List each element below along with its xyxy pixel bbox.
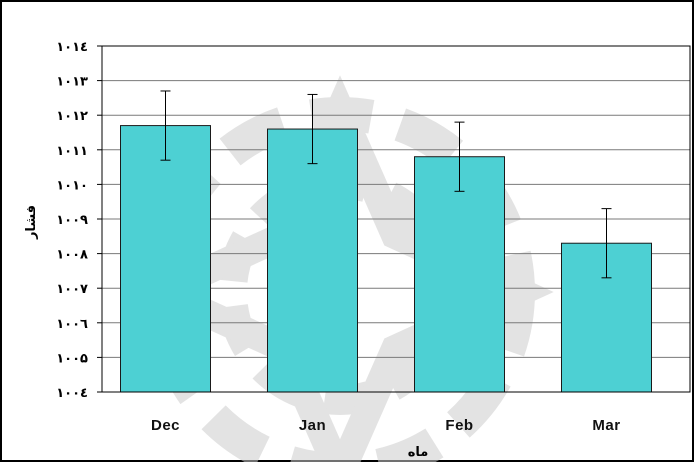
error-bar-mar	[601, 208, 612, 279]
error-bars	[160, 90, 612, 279]
y-tick-label: ۱۰۰۸	[56, 248, 88, 263]
x-tick-label: Feb	[445, 417, 473, 434]
y-tick-labels: ۱۰۰٤ ۱۰۰۵ ۱۰۰٦ ۱۰۰۷ ۱۰۰۸ ۱۰۰۹ ۱۰۱۰ ۱۰۱۱ ۱۰۱۲ ۱۰۱۳…	[56, 40, 102, 401]
y-axis-title: فشار	[24, 205, 39, 240]
x-tick-label: Jan	[299, 417, 326, 434]
y-tick-label: ۱۰۱۳	[56, 75, 88, 90]
y-tick-label: ۱۰۱۰	[56, 178, 88, 193]
bar-feb	[414, 156, 505, 393]
x-tick-label: Mar	[592, 417, 620, 434]
x-tick-label: Dec	[151, 417, 180, 434]
y-tick-label: ۱۰۱۲	[56, 109, 88, 124]
x-tick-labels: Dec Jan Feb Mar	[151, 417, 620, 434]
y-tick-label: ۱۰۰٤	[56, 386, 88, 401]
y-tick-label: ۱۰۱٤	[56, 40, 88, 55]
y-tick-label: ۱۰۰۵	[56, 351, 88, 366]
error-bar-dec	[160, 90, 171, 161]
y-tick-label: ۱۰۰۹	[56, 213, 88, 228]
y-tick-label: ۱۰۰٦	[56, 317, 88, 332]
bar-dec	[120, 125, 211, 393]
plot-area-border	[101, 45, 691, 393]
error-bar-feb	[454, 121, 465, 192]
bar-jan	[267, 128, 358, 393]
error-bar-jan	[307, 93, 318, 165]
y-tick-label: ۱۰۱۱	[56, 144, 88, 159]
x-axis-title: ماه	[408, 445, 429, 460]
y-tick-label: ۱۰۰۷	[56, 282, 88, 297]
